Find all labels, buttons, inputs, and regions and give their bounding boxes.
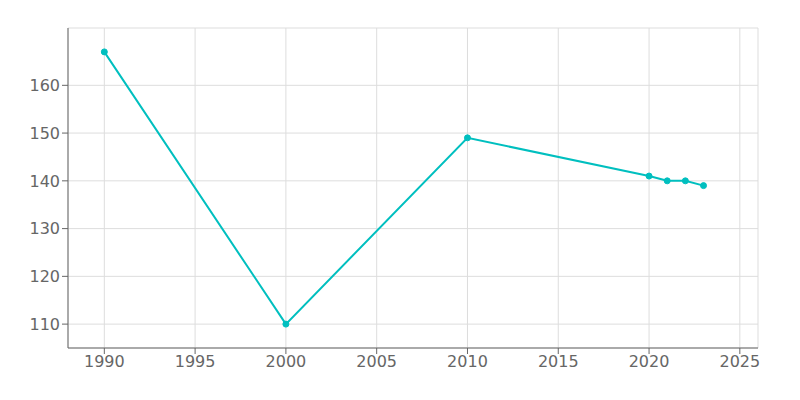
svg-text:1995: 1995 — [175, 352, 216, 371]
svg-text:150: 150 — [29, 124, 60, 143]
svg-text:2000: 2000 — [266, 352, 307, 371]
svg-text:130: 130 — [29, 219, 60, 238]
svg-text:1990: 1990 — [84, 352, 125, 371]
svg-text:120: 120 — [29, 267, 60, 286]
svg-text:2015: 2015 — [538, 352, 579, 371]
svg-text:2020: 2020 — [629, 352, 670, 371]
svg-text:140: 140 — [29, 172, 60, 191]
svg-text:160: 160 — [29, 76, 60, 95]
svg-text:2025: 2025 — [719, 352, 760, 371]
svg-text:110: 110 — [29, 315, 60, 334]
svg-text:2010: 2010 — [447, 352, 488, 371]
svg-text:2005: 2005 — [356, 352, 397, 371]
